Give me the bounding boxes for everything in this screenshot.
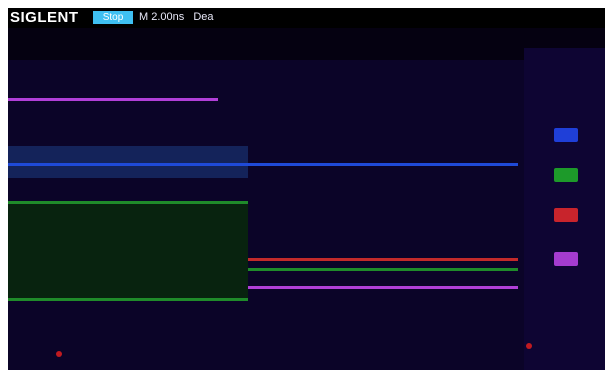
trace-ch1-low [248, 286, 518, 289]
trigger-marker-icon [56, 351, 62, 357]
trace-ch3-high [8, 201, 248, 204]
waveform-area [8, 48, 518, 368]
channel-marker-icon [526, 343, 532, 349]
channel-2-indicator[interactable] [554, 168, 578, 182]
trace-ch2-line [8, 163, 248, 166]
trace-ch3-low [8, 298, 248, 301]
trigger-mode: Dea [193, 11, 214, 23]
timebase-value: M 2.00ns [139, 11, 185, 23]
trace-ch3-right [248, 268, 518, 271]
trace-ch2-band [8, 146, 248, 178]
top-status-bar: SIGLENT Stop M 2.00ns Dea [8, 8, 605, 28]
channel-3-indicator[interactable] [554, 208, 578, 222]
scope-screen: SIGLENT Stop M 2.00ns Dea [8, 8, 605, 370]
trace-ch1-high [8, 98, 218, 101]
channel-1-indicator[interactable] [554, 128, 578, 142]
trace-ch3-block [8, 201, 248, 301]
top-darkband [8, 28, 605, 60]
timebase-readout[interactable]: M 2.00ns Dea [139, 11, 214, 23]
right-panel [524, 48, 605, 370]
trace-ch4-line [248, 258, 518, 261]
channel-4-indicator[interactable] [554, 252, 578, 266]
brand-logo: SIGLENT [10, 9, 79, 26]
run-stop-status[interactable]: Stop [93, 11, 133, 24]
trace-ch2-line-right [248, 163, 518, 166]
